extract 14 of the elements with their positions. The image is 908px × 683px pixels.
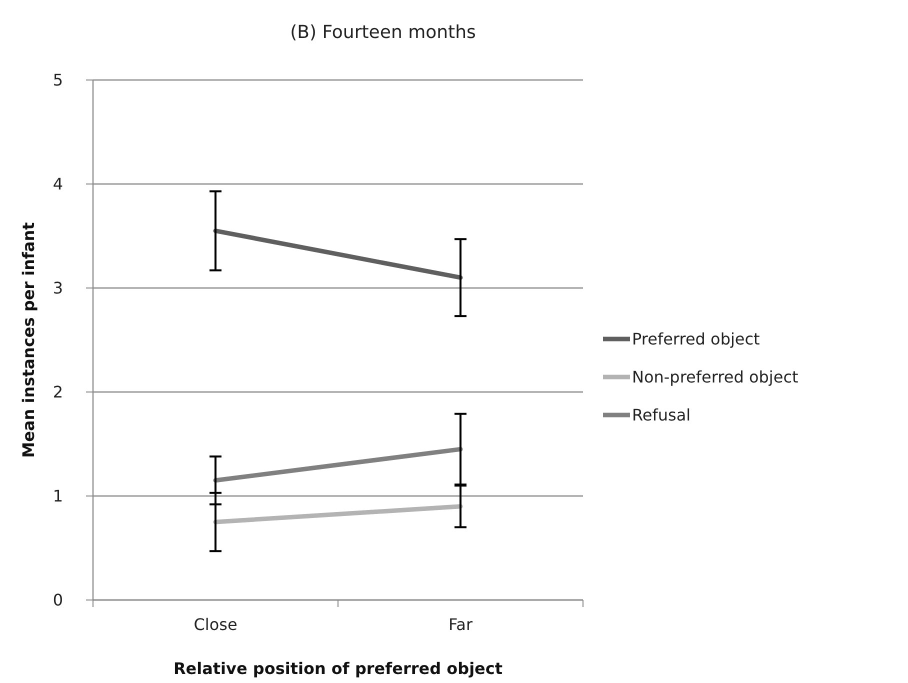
y-tick-label: 1 xyxy=(52,486,63,506)
legend-label: Non-preferred object xyxy=(632,368,798,387)
x-axis-title: Relative position of preferred object xyxy=(173,659,503,678)
y-tick-label: 3 xyxy=(52,278,63,298)
legend-label: Preferred object xyxy=(632,330,760,349)
legend-label: Refusal xyxy=(632,406,691,425)
y-tick-label: 4 xyxy=(52,174,63,194)
x-tick-label: Close xyxy=(194,615,238,634)
y-tick-label: 0 xyxy=(52,590,63,610)
chart-title: (B) Fourteen months xyxy=(290,22,476,43)
y-tick-label: 5 xyxy=(52,70,63,90)
y-axis-title: Mean instances per infant xyxy=(19,222,38,458)
y-tick-label: 2 xyxy=(52,382,63,402)
x-tick-label: Far xyxy=(448,615,473,634)
